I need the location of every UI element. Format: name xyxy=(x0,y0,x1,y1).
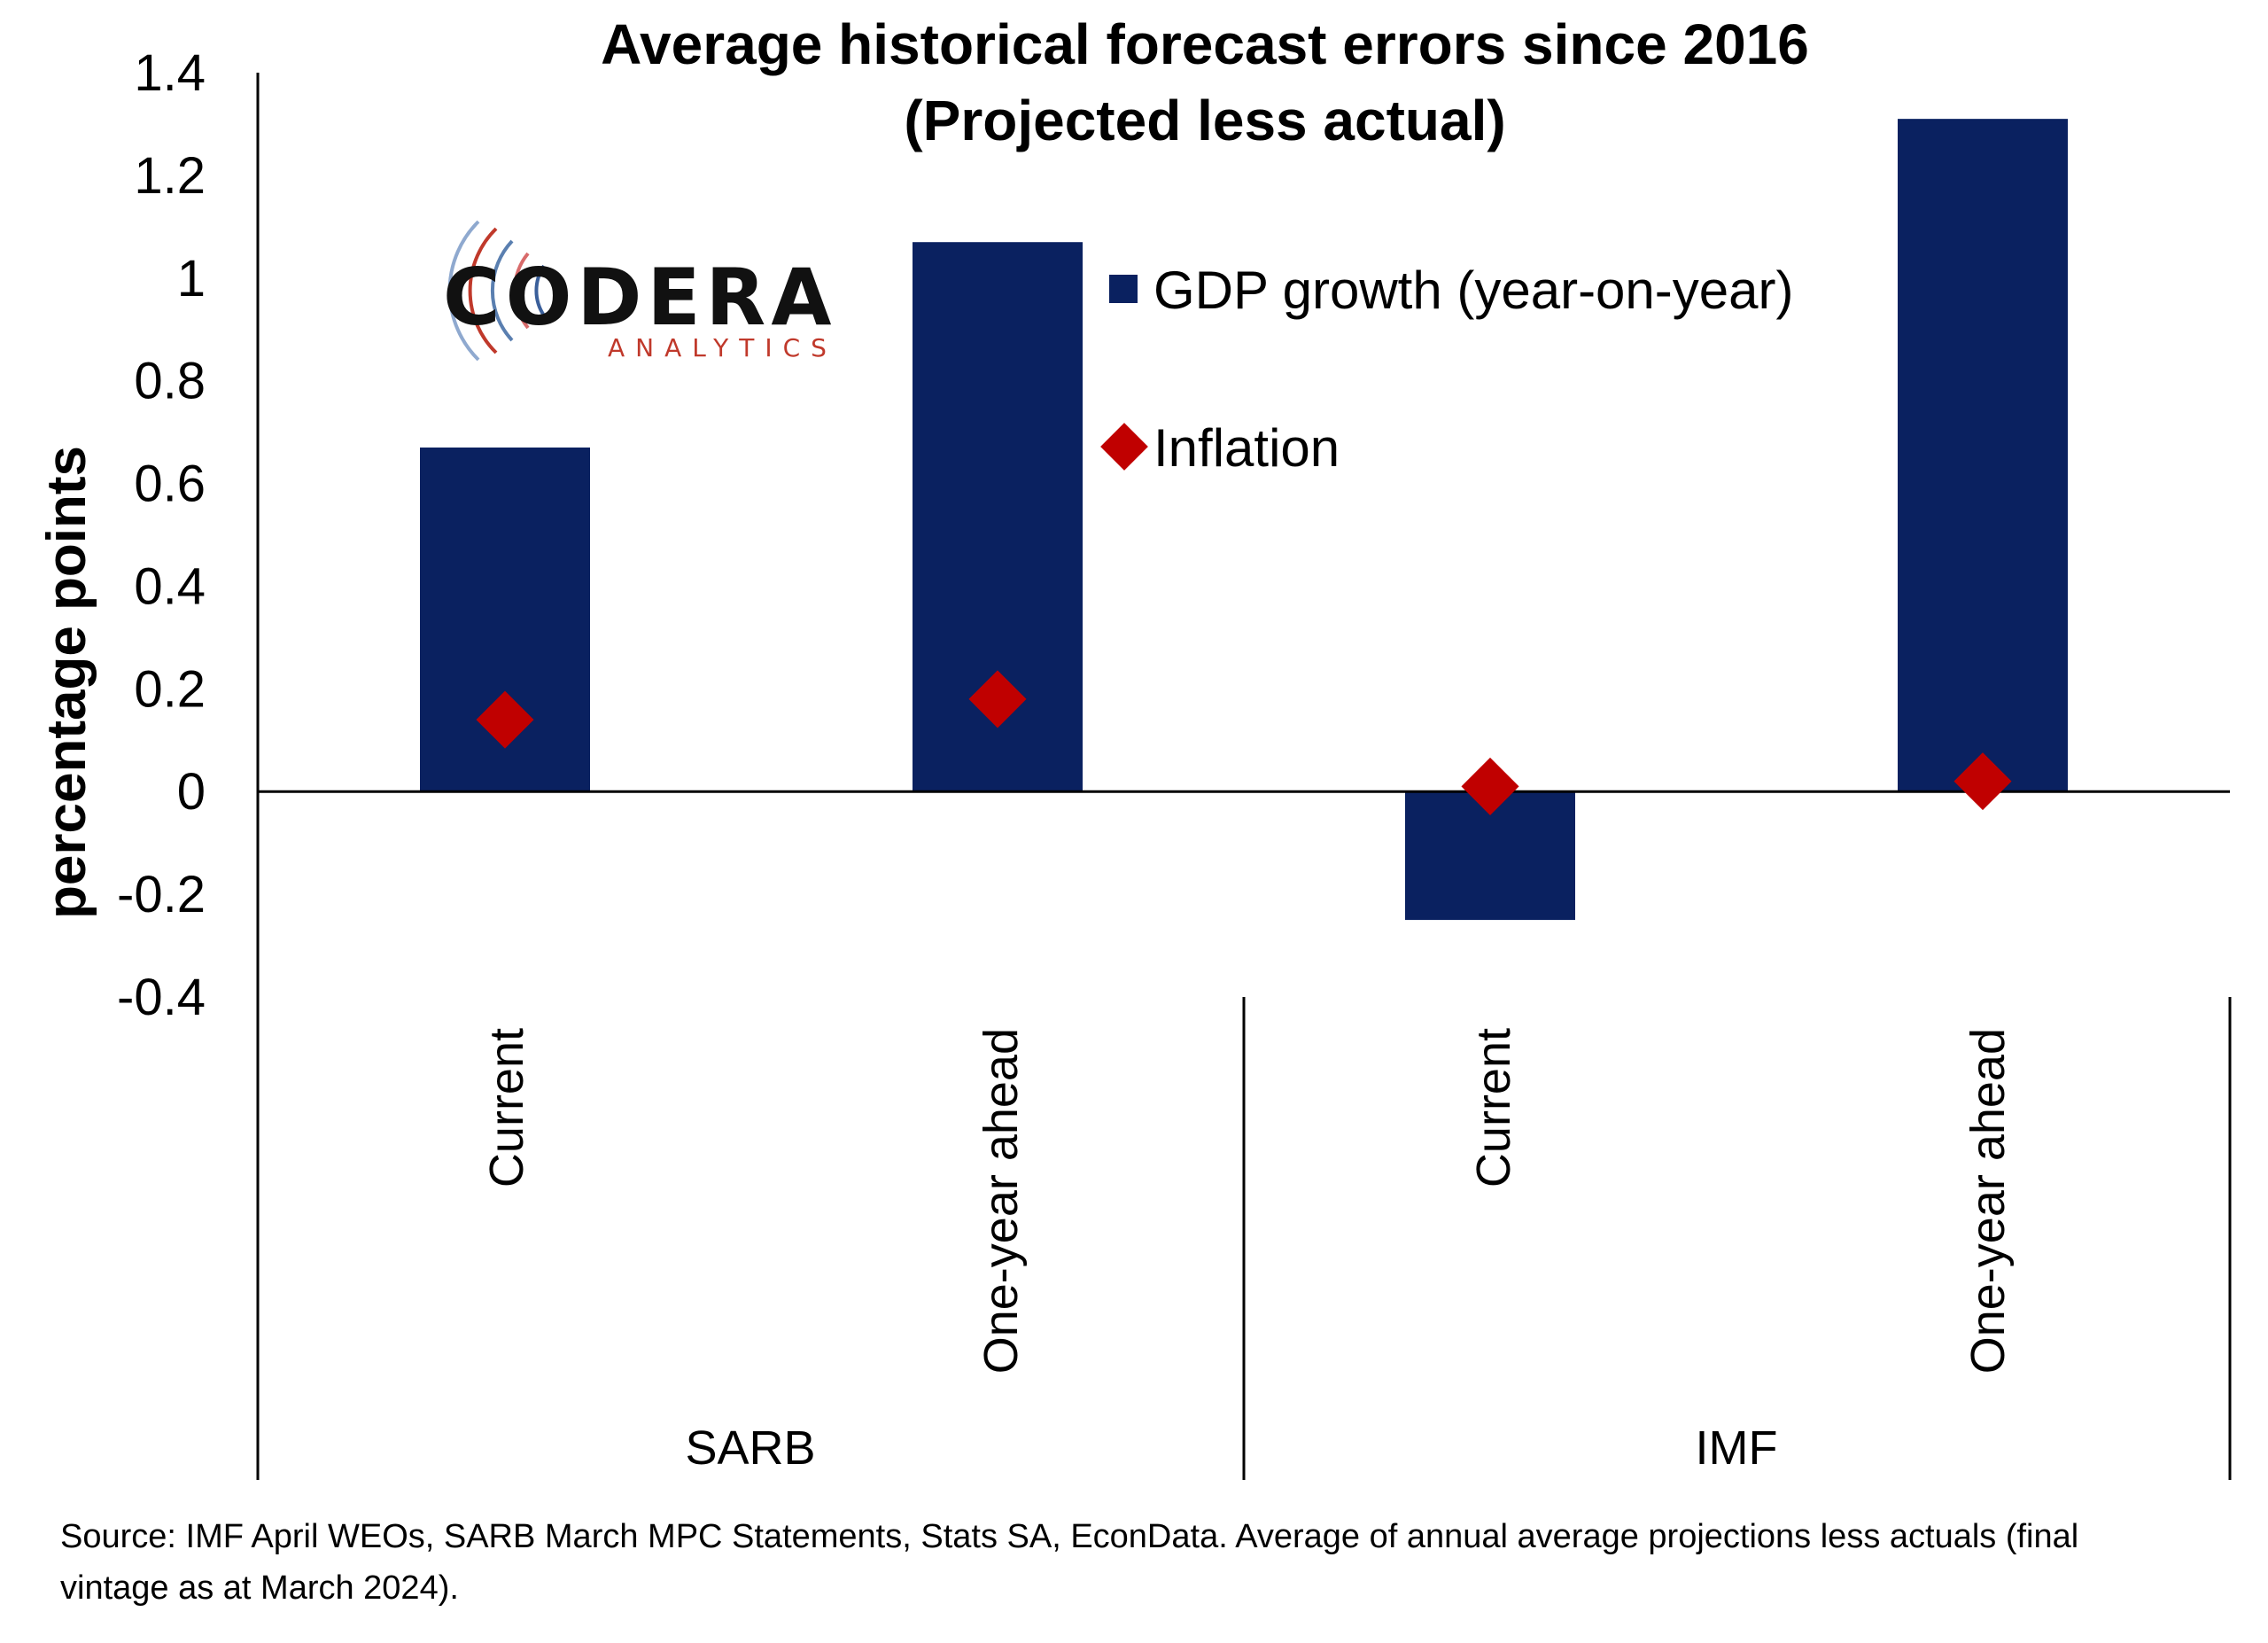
category-label: Current xyxy=(480,1028,533,1187)
bars xyxy=(420,119,2068,921)
legend-label-gdp: GDP growth (year-on-year) xyxy=(1153,261,1793,320)
y-tick-label: 1.2 xyxy=(134,147,206,205)
y-tick-label: -0.2 xyxy=(117,866,206,923)
y-tick-label: 0.8 xyxy=(134,353,206,410)
y-tick-label: -0.4 xyxy=(117,969,206,1026)
legend-swatch-inflation xyxy=(1100,423,1148,471)
inflation-marker xyxy=(968,670,1027,728)
legend-label-inflation: Inflation xyxy=(1153,418,1340,478)
category-label: Current xyxy=(1467,1028,1520,1187)
y-tick-label: 0.4 xyxy=(134,557,206,615)
category-label: One-year ahead xyxy=(1961,1028,2015,1374)
inflation-marker xyxy=(1953,752,2012,811)
codera-logo: CODERA ANALYTICS xyxy=(443,220,837,362)
inflation-markers xyxy=(476,670,2012,815)
y-tick-label: 1.4 xyxy=(134,44,206,102)
logo-subtitle: ANALYTICS xyxy=(608,333,837,362)
source-note-line-2: vintage as at March 2024). xyxy=(60,1569,459,1607)
inflation-marker xyxy=(1461,757,1519,815)
y-tick-label: 0.6 xyxy=(134,456,206,513)
category-label: One-year ahead xyxy=(975,1028,1028,1374)
inflation-marker xyxy=(476,690,534,749)
source-note-line-1: Source: IMF April WEOs, SARB March MPC S… xyxy=(60,1518,2078,1555)
group-label-sarb: SARB xyxy=(685,1421,815,1475)
chart-subtitle: (Projected less actual) xyxy=(904,89,1505,152)
y-axis-label: percentage points xyxy=(36,446,97,919)
y-tick-label: 1 xyxy=(177,250,206,308)
chart-title: Average historical forecast errors since… xyxy=(601,12,1809,76)
gdp-bar xyxy=(1898,119,2068,792)
legend: GDP growth (year-on-year) Inflation xyxy=(1100,261,1793,478)
y-tick-label: 0 xyxy=(177,763,206,821)
group-label-imf: IMF xyxy=(1696,1421,1778,1475)
y-axis-ticks: 1.4 1.2 1 0.8 0.6 0.4 0.2 0 -0.2 -0.4 xyxy=(117,44,206,1026)
logo-wordmark: CODERA xyxy=(443,252,836,343)
y-tick-label: 0.2 xyxy=(134,660,206,718)
legend-swatch-gdp xyxy=(1109,275,1138,303)
